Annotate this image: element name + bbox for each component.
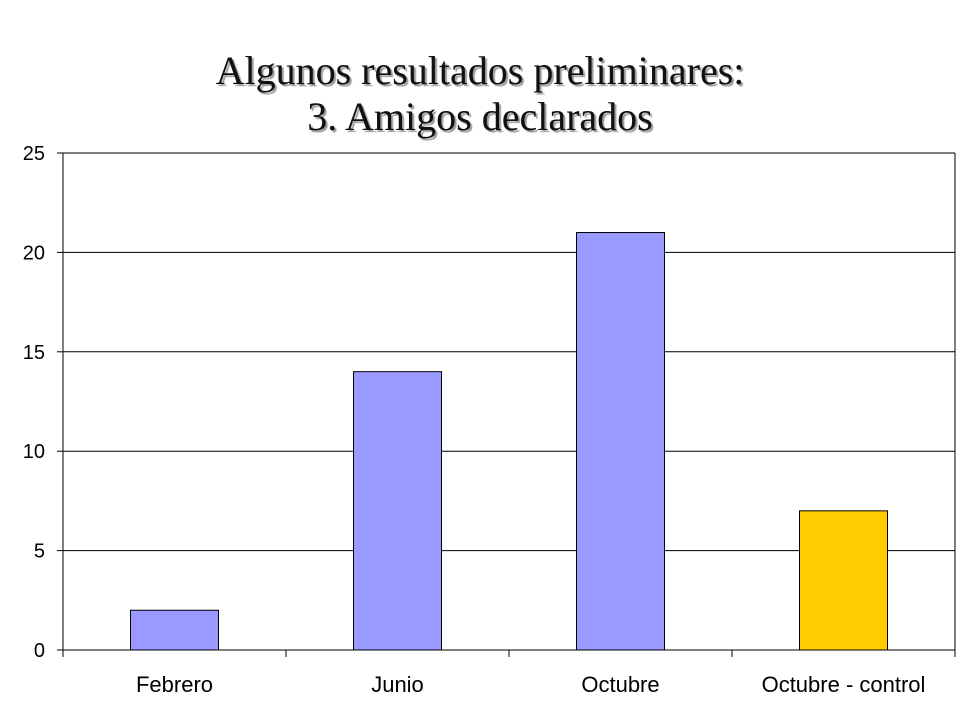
slide-title: Algunos resultados preliminares: 3. Amig… xyxy=(0,0,960,140)
title-line-1: Algunos resultados preliminares: xyxy=(215,48,745,93)
x-tick-label: Junio xyxy=(371,672,424,697)
y-tick-label: 0 xyxy=(34,640,45,662)
y-tick-label: 15 xyxy=(23,342,45,364)
y-tick-label: 5 xyxy=(34,541,45,563)
y-tick-label: 20 xyxy=(23,242,45,264)
bar xyxy=(130,609,219,651)
title-line-2: 3. Amigos declarados xyxy=(307,94,653,139)
x-tick-label: Octubre xyxy=(581,672,659,697)
bar xyxy=(799,510,888,651)
bar xyxy=(353,371,442,651)
bar xyxy=(576,232,665,651)
y-tick-label: 25 xyxy=(23,143,45,165)
x-tick-label: Octubre - control xyxy=(762,672,926,697)
x-tick-label: Febrero xyxy=(136,672,213,697)
y-tick-label: 10 xyxy=(23,441,45,463)
